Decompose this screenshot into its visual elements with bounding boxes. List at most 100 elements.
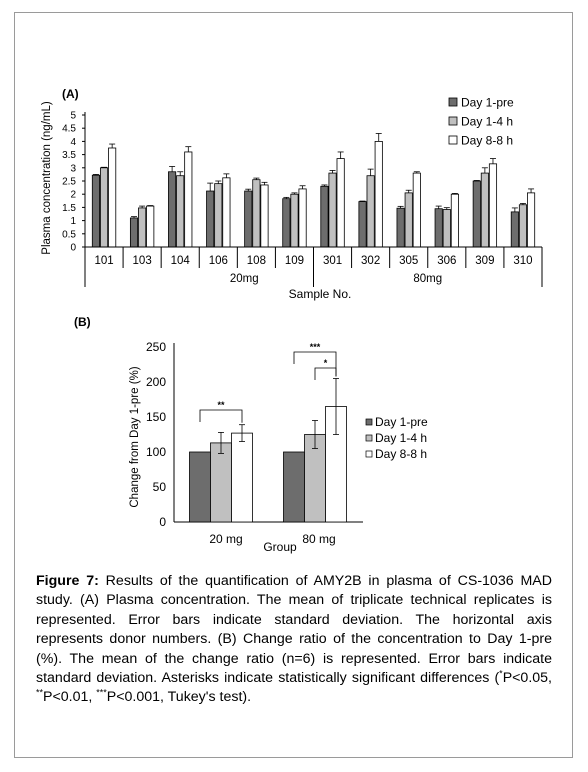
panel-a-bar [404, 192, 413, 248]
panel-b: (B) Change from Day 1-pre (%) 0 50 100 150 2… [74, 315, 428, 554]
panel-a-bar [518, 204, 528, 248]
panel-a-bar [108, 147, 117, 248]
panel-a-y-tick-label: 0.5 [62, 229, 76, 240]
panel-a-category-label: 310 [513, 255, 532, 267]
caption-superscript: * [499, 668, 503, 679]
panel-a-bar [176, 175, 185, 248]
panel-b-significance-label: *** [310, 342, 321, 352]
panel-b-bar [283, 451, 305, 523]
panel-a-y-tick-label: 4 [70, 137, 76, 148]
panel-a-category-label: 301 [323, 255, 342, 267]
caption-text: P<0.001, Tukey's test). [106, 689, 252, 706]
panel-a-bar [168, 171, 177, 248]
panel-b-bar [231, 432, 253, 523]
panel-a-label: (A) [62, 87, 79, 101]
caption-text: P<0.01, [43, 689, 97, 706]
panel-a-legend-swatch [448, 116, 458, 126]
figure-caption: Figure 7: Results of the quantification … [36, 572, 552, 708]
panel-b-x-axis-label: Group [263, 540, 297, 554]
panel-a-bar [510, 211, 519, 248]
panel-b-categories: 20 mg 80 mg [209, 532, 335, 546]
panel-a-category-label: 305 [399, 255, 418, 267]
panel-b-y-tick-label: 100 [146, 445, 166, 459]
panel-a-group-label: 80mg [413, 273, 442, 285]
figure-frame [14, 12, 573, 758]
panel-a-category-label: 106 [209, 255, 228, 267]
panel-b-legend-swatch [365, 434, 373, 442]
panel-b-legend-label: Day 1-pre [375, 415, 428, 429]
panel-a-bar [282, 198, 291, 248]
panel-b-significance-bracket [199, 409, 243, 423]
panel-a-legend-swatch [448, 135, 458, 145]
panel-b-y-tick-label: 200 [146, 375, 166, 389]
panel-a-y-tick-label: 5 [70, 111, 76, 122]
panel-a-x-axis-label: Sample No. [289, 287, 352, 301]
panel-a-bar [99, 167, 109, 248]
panel-b-category-label: 20 mg [209, 532, 242, 546]
panel-a-bar [222, 177, 231, 248]
panel-a-bar [260, 184, 269, 248]
panel-a-bar [244, 190, 253, 248]
panel-a-category-label: 108 [247, 255, 266, 267]
panel-b-legend-label: Day 8-8 h [375, 447, 427, 461]
caption-superscript: ** [36, 687, 44, 698]
panel-a-y-axis-label: Plasma concentration (ng/mL) [41, 101, 53, 255]
panel-b-significance-label: ** [217, 400, 225, 410]
panel-b-significance-label: * [324, 358, 328, 368]
panel-a-y-tick-label: 4.5 [62, 124, 76, 135]
caption-text: Results of the quantification of AMY2B i… [36, 573, 552, 687]
panel-a-bar [442, 209, 451, 248]
panel-a-legend-label: Day 1-4 h [461, 115, 513, 129]
panel-a-bar [434, 208, 443, 248]
panel-a-bars [91, 133, 536, 248]
panel-b-significance-bracket [293, 351, 337, 377]
caption-superscript: *** [96, 687, 107, 698]
panel-a-bar [374, 140, 383, 248]
panel-a-bar [472, 180, 481, 248]
panel-a-bar [252, 179, 261, 248]
panel-a-bar [358, 201, 367, 248]
panel-a-bar [298, 188, 307, 248]
panel-a-bar [146, 205, 155, 248]
panel-b-y-tick-label: 250 [146, 340, 166, 354]
panel-a-bar [396, 207, 405, 248]
panel-a-bar [91, 174, 100, 248]
panel-a-category-label: 309 [475, 255, 494, 267]
panel-a-legend-label: Day 1-pre [461, 96, 514, 110]
panel-a-y-ticks: 0 0.5 1 1.5 2 2.5 3 3.5 4 4.5 5 [62, 111, 86, 254]
panel-a-y-tick-label: 1.5 [62, 203, 76, 214]
panel-a-legend-swatch [448, 97, 458, 107]
panel-b-y-tick-label: 50 [153, 480, 167, 494]
panel-b-bar [189, 451, 211, 523]
panel-a-bar [129, 217, 139, 248]
panel-a-y-tick-label: 3 [70, 163, 76, 174]
panel-b-y-axis-label: Change from Day 1-pre (%) [129, 366, 141, 507]
panel-a-bar [450, 193, 459, 248]
panel-b-bar [210, 442, 232, 523]
panel-a-category-label: 306 [437, 255, 456, 267]
panel-b-y-tick-label: 150 [146, 410, 166, 424]
panel-a-group-label: 20mg [230, 273, 259, 285]
panel-a-bar [366, 175, 375, 248]
panel-a-bar [214, 183, 223, 248]
panel-a-category-label: 109 [285, 255, 304, 267]
panel-a-y-tick-label: 0 [70, 243, 76, 254]
panel-a-bar [412, 172, 421, 248]
panel-b-legend-label: Day 1-4 h [375, 431, 427, 445]
panel-a-y-tick-label: 3.5 [62, 150, 76, 161]
panel-a-legend: Day 1-pre Day 1-4 h Day 8-8 h [448, 96, 514, 148]
panel-b-significance-bracket [314, 367, 337, 380]
panel-b-legend-swatch [365, 418, 373, 426]
panel-a-bar [488, 163, 498, 248]
panel-a-category-label: 103 [133, 255, 152, 267]
panel-a-bar [527, 192, 536, 248]
panel-a-category-label: 104 [171, 255, 191, 267]
panel-b-y-tick-label: 0 [159, 515, 166, 529]
panel-a-bar [290, 193, 299, 248]
caption-text: P<0.05, [502, 670, 552, 687]
panel-a-y-tick-label: 1 [70, 216, 76, 227]
panel-a-category-label: 302 [361, 255, 380, 267]
panel-a-bar [336, 158, 345, 248]
figure-charts: (A) Plasma concentration (ng/mL) 0 0.5 1 1.… [41, 87, 543, 554]
panel-a-bar [480, 172, 489, 248]
